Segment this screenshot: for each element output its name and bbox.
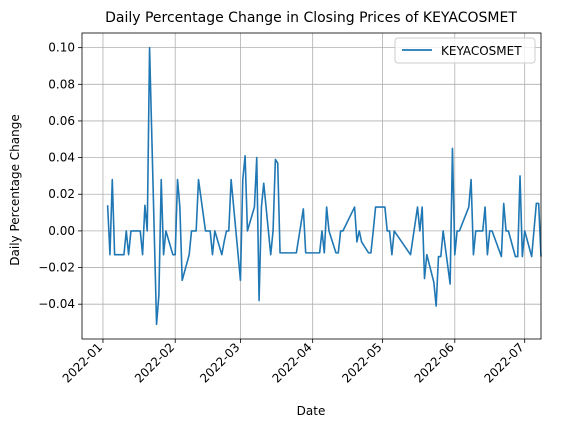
y-tick-label: 0.02 <box>48 187 75 201</box>
x-tick-label: 2022-01 <box>60 340 105 385</box>
y-axis-label: Daily Percentage Change <box>8 114 22 265</box>
legend: KEYACOSMET <box>394 37 536 64</box>
legend-label: KEYACOSMET <box>441 44 522 58</box>
legend-box <box>394 37 536 64</box>
x-tick-label: 2022-05 <box>339 340 384 385</box>
series-layer <box>106 46 542 326</box>
chart-title: Daily Percentage Change in Closing Price… <box>105 10 517 26</box>
y-tick-label: 0.10 <box>48 41 75 55</box>
y-tick-label: −0.04 <box>38 297 75 311</box>
x-tick-label: 2022-02 <box>132 340 177 385</box>
y-tick-label: 0.08 <box>48 77 75 91</box>
series-line <box>106 46 542 326</box>
y-tick-label: 0.04 <box>48 151 75 165</box>
plot-frame <box>81 32 542 340</box>
x-tick-label: 2022-06 <box>412 340 457 385</box>
x-axis-label: Date <box>297 404 326 418</box>
grid <box>82 33 541 339</box>
x-tick-label: 2022-07 <box>481 340 526 385</box>
x-tick-label: 2022-04 <box>269 340 314 385</box>
y-tick-label: −0.02 <box>38 261 75 275</box>
x-tick-label: 2022-03 <box>197 340 242 385</box>
y-tick-label: 0.00 <box>48 224 75 238</box>
y-tick-label: 0.06 <box>48 114 75 128</box>
